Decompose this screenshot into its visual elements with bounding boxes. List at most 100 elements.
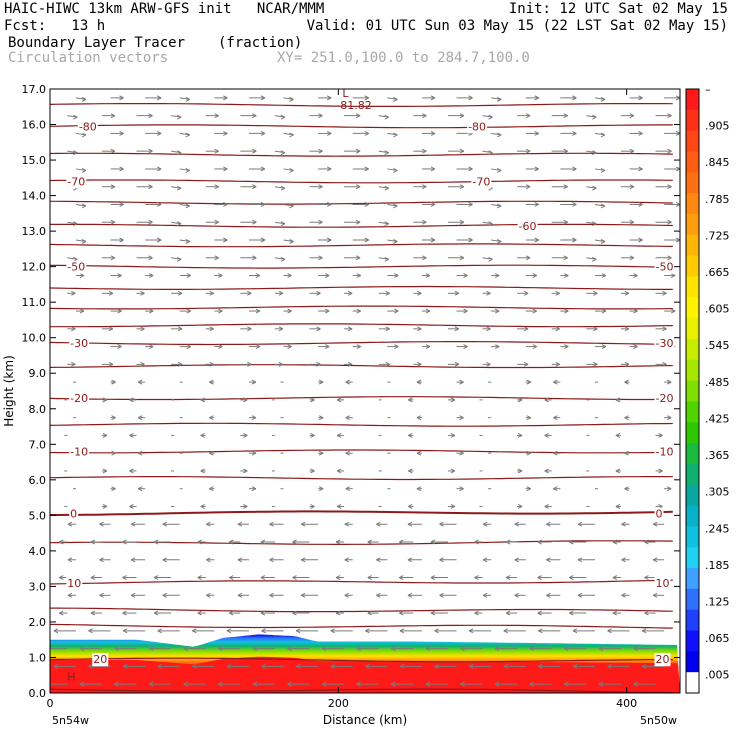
vector-arrow: [269, 521, 284, 527]
vector-arrow: [421, 202, 436, 207]
vector-arrow: [560, 95, 577, 101]
vector-arrow: [214, 95, 228, 101]
vector-arrow: [300, 557, 319, 563]
vector-arrow: [421, 308, 431, 314]
vector-arrow: [447, 184, 465, 190]
vector-arrow: [205, 219, 219, 225]
vector-arrow: [447, 397, 456, 403]
vector-arrow: [413, 361, 422, 367]
vector-arrow: [586, 221, 597, 227]
vector-arrow: [145, 95, 162, 101]
vector-arrow: [136, 326, 145, 332]
vector-arrow: [192, 628, 215, 634]
vector-arrow: [503, 628, 526, 634]
vector-arrow: [335, 575, 345, 580]
vector-arrow: [309, 113, 323, 119]
vector-arrow: [538, 628, 561, 634]
vector-arrow: [620, 219, 635, 225]
vector-arrow: [335, 610, 345, 616]
vector-arrow: [387, 96, 398, 102]
vector-arrow: [90, 575, 102, 580]
vector-arrow: [110, 450, 116, 456]
colorbar-swatch: [686, 276, 699, 298]
vector-arrow: [514, 557, 526, 563]
vector-arrow: [344, 290, 353, 296]
vector-arrow: [655, 432, 663, 438]
vector-arrow: [664, 273, 676, 278]
vector-arrow: [378, 150, 389, 156]
tracer-core: [50, 656, 680, 693]
colorbar-label: .545: [705, 339, 730, 352]
vector-arrow: [183, 681, 206, 687]
contour-label-bg: [69, 445, 90, 459]
vector-arrow: [330, 663, 353, 669]
contour-line: [50, 285, 673, 290]
vector-arrow: [75, 167, 87, 173]
colorbar-label: .365: [705, 449, 730, 462]
vector-arrow: [75, 239, 87, 244]
vector-arrow: [416, 486, 422, 492]
contour-line: [50, 449, 673, 454]
vector-arrow: [240, 397, 248, 403]
vector-arrow: [53, 628, 76, 634]
colorbar-label: .185: [705, 559, 730, 572]
vector-arrow: [456, 237, 473, 243]
vector-arrow: [197, 539, 206, 545]
vector-arrow: [171, 256, 182, 262]
vector-arrow: [321, 681, 345, 687]
vector-arrow: [456, 166, 473, 172]
y-tick-label: 15.0: [22, 154, 47, 167]
vector-arrow: [629, 308, 638, 314]
vector-arrow: [214, 344, 223, 350]
field-units: (fraction): [218, 35, 303, 51]
vector-arrow: [416, 379, 422, 385]
vector-arrow: [529, 646, 552, 652]
contour-label: 0: [70, 508, 77, 521]
vector-arrow: [352, 344, 361, 350]
contour-label-bg: [654, 392, 675, 406]
vector-arrow: [309, 468, 315, 474]
vector-arrow: [586, 185, 597, 191]
vector-arrow: [413, 148, 427, 154]
vector-arrow: [514, 521, 526, 527]
vector-arrow: [248, 95, 266, 101]
y-axis-title: Height (km): [2, 355, 16, 426]
vector-arrow: [641, 663, 665, 669]
vector-arrow: [214, 202, 228, 207]
x-tick-label: 200: [328, 697, 349, 710]
colorbar-swatch: [686, 443, 699, 465]
vector-arrow: [122, 575, 137, 580]
vector-arrow: [430, 539, 448, 545]
axes: 0.0 1.0 2.0 3.0 4.0 5.0 6.0 7.0 8.0 9.0 10.0 11.0 12…: [22, 83, 680, 710]
vector-arrow: [261, 628, 284, 634]
vector-arrow: [295, 663, 319, 669]
vector-arrow: [482, 150, 493, 156]
vector-arrow: [641, 628, 665, 634]
y-tick-label: 17.0: [22, 83, 47, 96]
vector-arrow: [468, 663, 492, 669]
vector-arrow: [240, 468, 248, 474]
contour-label-bg: [66, 576, 83, 590]
vector-arrow: [594, 239, 606, 244]
contour-label: -10: [655, 445, 673, 458]
vector-arrow: [67, 361, 76, 367]
colorbar-swatch: [686, 255, 699, 277]
vector-arrow: [620, 326, 630, 332]
vector-arrow: [629, 202, 643, 207]
vector-arrow: [553, 379, 561, 385]
vector-arrow: [335, 539, 345, 545]
vector-arrow: [137, 379, 146, 385]
vector-arrow: [413, 113, 427, 119]
vector-arrow: [101, 184, 116, 190]
vector-arrow: [136, 148, 153, 154]
vector-arrow: [421, 273, 431, 278]
vector-arrow: [564, 646, 587, 652]
vector-arrow: [664, 166, 680, 172]
vector-arrow: [214, 130, 228, 136]
vector-arrow: [551, 184, 568, 190]
vector-arrow: [99, 557, 111, 563]
vector-arrow: [551, 326, 560, 332]
vector-arrow: [652, 521, 665, 527]
vector-arrow: [240, 504, 248, 509]
vector-arrow: [274, 114, 286, 120]
